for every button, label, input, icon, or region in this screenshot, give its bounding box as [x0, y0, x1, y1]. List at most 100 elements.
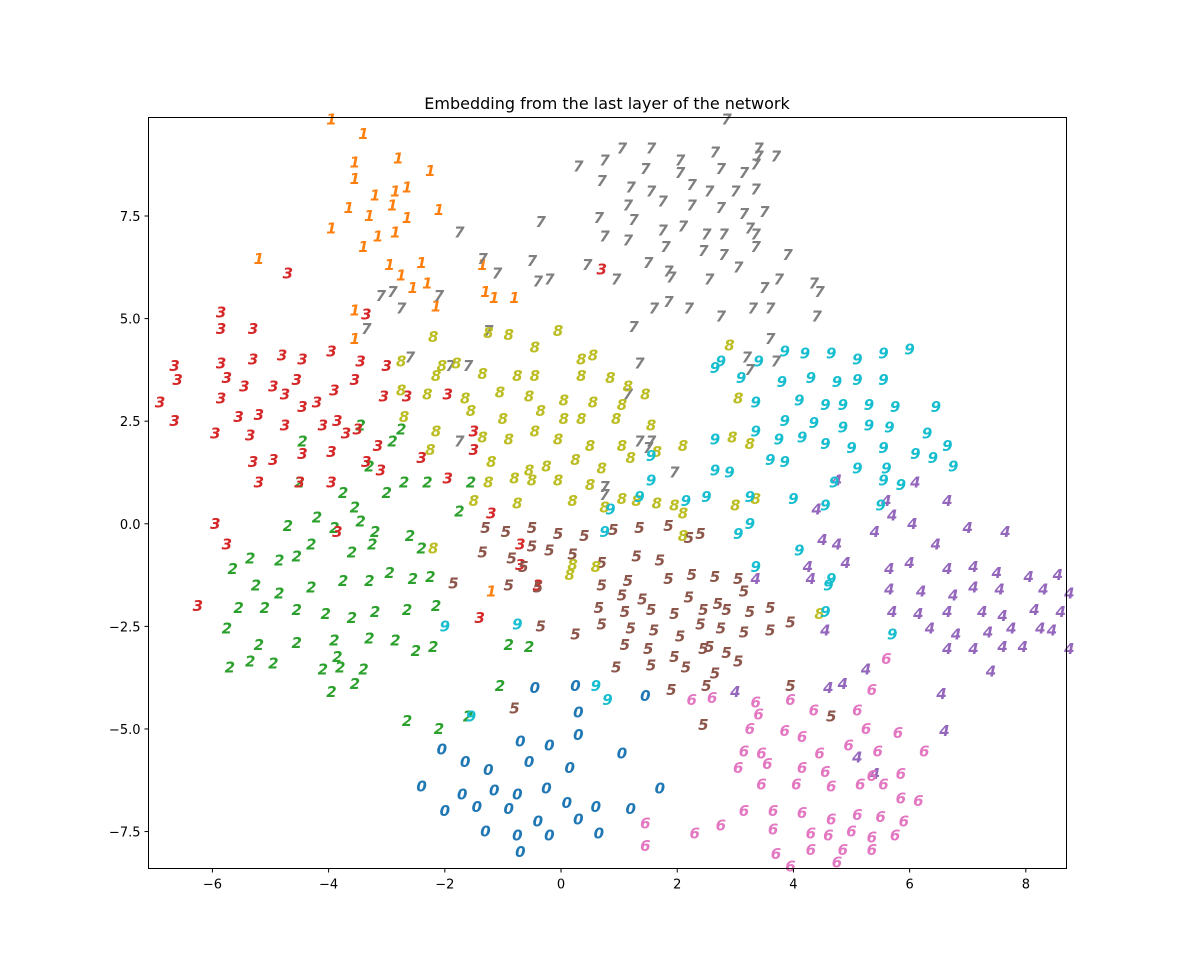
digit-3-point: 3 — [533, 576, 543, 594]
digit-4-point: 4 — [869, 765, 880, 783]
digit-7-point: 7 — [617, 139, 628, 157]
digit-9-point: 9 — [779, 453, 789, 471]
digit-2-point: 2 — [291, 601, 301, 619]
digit-2-point: 2 — [332, 648, 342, 666]
digit-6-point: 6 — [779, 722, 789, 740]
digit-6-point: 6 — [707, 689, 717, 707]
digit-6-point: 6 — [855, 775, 865, 793]
digit-3-point: 3 — [326, 474, 336, 492]
digit-9-point: 9 — [904, 340, 914, 358]
digit-9-point: 9 — [910, 445, 920, 463]
digit-7-point: 7 — [718, 246, 729, 264]
digit-4-point: 4 — [985, 663, 996, 681]
x-tick-label: 4 — [789, 878, 797, 893]
digit-2-point: 2 — [387, 433, 397, 451]
digit-3-point: 3 — [210, 425, 220, 443]
x-tick-label: −6 — [203, 878, 222, 893]
digit-3-point: 3 — [329, 381, 339, 399]
digit-0-point: 0 — [515, 843, 525, 861]
digit-2-point: 2 — [222, 619, 232, 637]
digit-6-point: 6 — [867, 681, 877, 699]
digit-7-point: 7 — [750, 180, 761, 198]
digit-8-point: 8 — [524, 388, 534, 406]
digit-2-point: 2 — [364, 572, 374, 590]
digit-2-point: 2 — [350, 675, 360, 693]
digit-6-point: 6 — [716, 816, 726, 834]
digit-4-point: 4 — [839, 554, 850, 572]
digit-8-point: 8 — [553, 431, 563, 449]
x-tick-label: 6 — [905, 878, 913, 893]
digit-8-point: 8 — [503, 431, 513, 449]
digit-4-point: 4 — [1054, 603, 1065, 621]
digit-9-point: 9 — [779, 412, 789, 430]
digit-5-point: 5 — [655, 552, 665, 570]
digit-1-point: 1 — [396, 267, 406, 285]
digit-9-point: 9 — [745, 488, 755, 506]
digit-7-point: 7 — [759, 203, 770, 221]
digit-4-point: 4 — [1028, 601, 1039, 619]
digit-4-point: 4 — [822, 679, 833, 697]
digit-5-point: 5 — [721, 601, 731, 619]
digit-7-point: 7 — [739, 164, 750, 182]
digit-2-point: 2 — [291, 548, 301, 566]
digit-9-point: 9 — [750, 422, 760, 440]
digit-7-point: 7 — [684, 299, 695, 317]
digit-8-point: 8 — [559, 410, 569, 428]
digit-3-point: 3 — [222, 369, 232, 387]
digit-1-point: 1 — [402, 178, 412, 196]
digit-7-point: 7 — [611, 271, 622, 289]
digit-8-point: 8 — [512, 494, 522, 512]
digit-8-point: 8 — [498, 410, 508, 428]
digit-8-point: 8 — [745, 435, 755, 453]
digit-4-point: 4 — [831, 535, 842, 553]
digit-2-point: 2 — [320, 605, 330, 623]
digit-7-point: 7 — [678, 217, 689, 235]
digit-6-point: 6 — [768, 821, 778, 839]
digit-4-point: 4 — [967, 640, 978, 658]
digit-5-point: 5 — [620, 636, 630, 654]
digit-8-point: 8 — [727, 429, 737, 447]
digit-0-point: 0 — [544, 827, 554, 845]
digit-3-point: 3 — [442, 470, 452, 488]
digit-7-point: 7 — [721, 111, 732, 129]
digit-3-point: 3 — [341, 425, 351, 443]
digit-3-point: 3 — [248, 453, 258, 471]
digit-5-point: 5 — [646, 656, 656, 674]
digit-1-point: 1 — [402, 209, 412, 227]
digit-2-point: 2 — [268, 654, 278, 672]
digit-9-point: 9 — [646, 472, 656, 490]
digit-8-point: 8 — [631, 492, 641, 510]
digit-6-point: 6 — [826, 810, 836, 828]
digit-5-point: 5 — [663, 570, 673, 588]
digit-0-point: 0 — [573, 726, 583, 744]
digit-9-point: 9 — [878, 371, 888, 389]
digit-7-point: 7 — [733, 258, 744, 276]
digit-3-point: 3 — [280, 416, 290, 434]
digit-4-point: 4 — [886, 507, 897, 525]
digit-2-point: 2 — [283, 517, 293, 535]
digit-8-point: 8 — [527, 472, 537, 490]
digit-0-point: 0 — [524, 753, 534, 771]
digit-2-point: 2 — [425, 568, 435, 586]
digit-6-point: 6 — [797, 804, 807, 822]
digit-0-point: 0 — [472, 798, 482, 816]
digit-7-point: 7 — [663, 293, 674, 311]
digit-3-point: 3 — [515, 556, 525, 574]
digit-3-point: 3 — [332, 412, 342, 430]
digit-7-point: 7 — [454, 223, 465, 241]
digit-3-point: 3 — [291, 371, 301, 389]
digit-5-point: 5 — [785, 613, 795, 631]
digit-2-point: 2 — [347, 609, 357, 627]
digit-2-point: 2 — [338, 484, 348, 502]
digit-8-point: 8 — [576, 367, 586, 385]
digit-3-point: 3 — [402, 388, 412, 406]
digit-1-point: 1 — [390, 223, 400, 241]
digit-7-point: 7 — [535, 213, 546, 231]
digit-4-point: 4 — [938, 722, 949, 740]
digit-4-point: 4 — [883, 560, 894, 578]
x-tick-label: 2 — [673, 878, 681, 893]
digit-3-point: 3 — [254, 474, 264, 492]
digit-3-point: 3 — [318, 416, 328, 434]
digit-9-point: 9 — [788, 490, 798, 508]
digit-2-point: 2 — [370, 523, 380, 541]
